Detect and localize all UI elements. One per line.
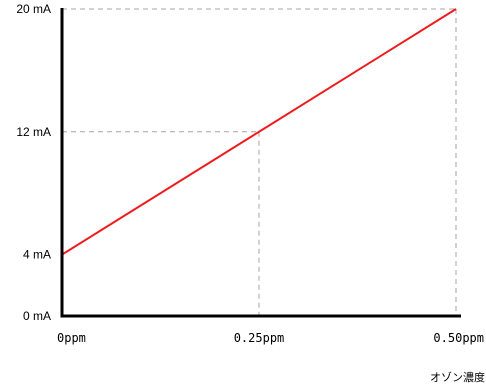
x-tick-label: 0.25ppm [234, 331, 285, 345]
x-tick-label: 0ppm [57, 331, 86, 345]
axes [60, 8, 461, 318]
series-group [61, 8, 457, 256]
x-tick-label: 0.50ppm [433, 331, 484, 345]
y-tick-labels: 0 mA 4 mA 12 mA 20 mA [16, 2, 51, 323]
y-tick-label: 12 mA [16, 125, 51, 139]
x-axis-label: オゾン濃度 [430, 370, 485, 384]
reference-guides [62, 8, 457, 316]
y-tick-label: 0 mA [23, 309, 51, 323]
series-line [61, 8, 457, 256]
y-tick-label: 20 mA [16, 2, 51, 16]
y-tick-label: 4 mA [23, 248, 51, 262]
x-tick-labels: 0ppm 0.25ppm 0.50ppm [57, 331, 484, 345]
